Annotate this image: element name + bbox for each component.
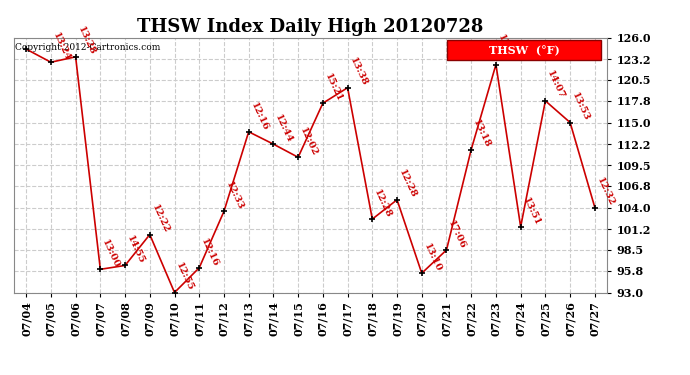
Text: 12:16: 12:16 <box>248 100 270 132</box>
Text: 13:53: 13:53 <box>570 91 591 123</box>
Text: 13:28: 13:28 <box>76 26 97 57</box>
Text: 12:28: 12:28 <box>373 188 393 219</box>
Text: 13:10: 13:10 <box>422 242 443 273</box>
Text: 12:55: 12:55 <box>175 261 195 292</box>
Text: 13:38: 13:38 <box>348 56 368 88</box>
Text: 15:21: 15:21 <box>323 72 344 103</box>
Text: 14:07: 14:07 <box>545 69 566 101</box>
Title: THSW Index Daily High 20120728: THSW Index Daily High 20120728 <box>137 18 484 36</box>
Text: 14:55: 14:55 <box>125 234 146 266</box>
Text: Copyright 2012-Cartronics.com: Copyright 2012-Cartronics.com <box>15 43 160 52</box>
Text: 12:02: 12:02 <box>298 126 319 157</box>
Text: 12:32: 12:32 <box>595 176 616 207</box>
Text: 12:16: 12:16 <box>199 237 220 268</box>
Text: 12:44: 12:44 <box>273 113 295 144</box>
Text: 13:51: 13:51 <box>521 196 542 227</box>
Text: 13:24: 13:24 <box>51 31 72 62</box>
Text: 12:22: 12:22 <box>150 203 171 234</box>
FancyBboxPatch shape <box>447 40 601 60</box>
Text: 13:18: 13:18 <box>471 118 492 150</box>
Text: 13:07: 13:07 <box>496 33 517 64</box>
Text: 17:06: 17:06 <box>446 219 468 250</box>
Text: 12:28: 12:28 <box>397 168 418 200</box>
Text: THSW  (°F): THSW (°F) <box>489 45 560 56</box>
Text: 13:00: 13:00 <box>100 238 121 269</box>
Text: 12:33: 12:33 <box>224 180 245 212</box>
